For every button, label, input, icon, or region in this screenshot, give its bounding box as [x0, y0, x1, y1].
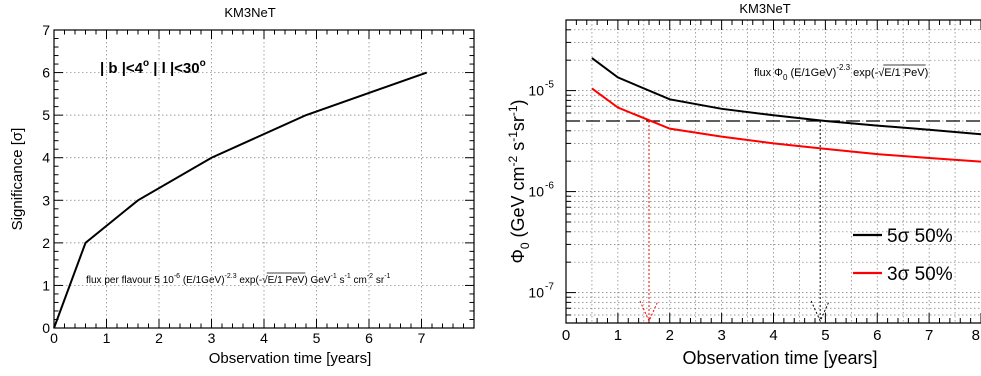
flux-d: ) GeV: [304, 275, 330, 286]
left-chart: 0 1 2 3 4 5 6 7 0 1 2 3 4 5 6 7 Observation time [years]…: [9, 5, 475, 367]
tick-base: 10: [528, 184, 544, 200]
legend-label: 5σ 50%: [887, 226, 953, 247]
right-y-tick-label: 10: [528, 184, 544, 200]
left-title: KM3NeT: [224, 5, 275, 20]
flux-b-sup: -2.3: [225, 273, 237, 280]
left-x-tick-label: 4: [260, 330, 268, 346]
degree-2: o: [200, 58, 206, 69]
right-title: KM3NeT: [739, 1, 790, 16]
right-x-tick-label: 3: [717, 327, 725, 344]
rflux-b-sup: -2.3: [836, 63, 850, 72]
flux-c: exp(-: [237, 275, 263, 286]
right-x-tick-label: 2: [666, 327, 674, 344]
ylabel-sup3: -1: [506, 105, 520, 116]
flux-a-sup: -6: [174, 273, 180, 280]
right-x-tick-label: 8: [972, 327, 980, 344]
rflux-b: (E/1GeV): [787, 67, 836, 79]
left-y-tick-label: 0: [42, 320, 50, 336]
right-y-axis-label: Φ0 (GeV cm-2 s-1sr-1): [506, 99, 532, 263]
ylabel-phi: Φ: [508, 249, 528, 263]
left-y-tick-label: 7: [42, 22, 50, 38]
flux-e: s: [337, 275, 345, 286]
crossing-arrow: [639, 300, 659, 323]
right-x-tick-label: 1: [614, 327, 622, 344]
degree-1: o: [143, 58, 149, 69]
left-x-tick-label: 3: [208, 330, 216, 346]
flux-g-sup: -1: [384, 273, 390, 280]
rflux-sqrt-radicand: E/1 PeV: [884, 67, 925, 79]
legend: 5σ 50% 3σ 50%: [853, 226, 953, 285]
tick-base: 10: [528, 83, 544, 99]
left-y-tick-label: 4: [42, 150, 50, 166]
right-frame: [565, 19, 981, 324]
rflux-c: exp(-: [850, 67, 878, 79]
left-x-tick-label: 0: [50, 330, 58, 346]
ylabel-rest: (GeV cm: [508, 166, 528, 242]
left-y-tick-label: 1: [42, 277, 50, 293]
left-frame: [53, 29, 475, 329]
ylabel-sub: 0: [518, 242, 532, 249]
left-y-tick-label: 5: [42, 107, 50, 123]
right-y-tick-exp: -7: [545, 282, 554, 293]
left-x-tick-label: 7: [418, 330, 426, 346]
left-x-axis-label: Observation time [years]: [209, 350, 372, 367]
cut-l: | l |<30: [149, 60, 200, 77]
left-x-tick-label: 1: [103, 330, 111, 346]
cuts-annotation: | b |<4o | l |<30o: [100, 58, 206, 77]
rflux-sqrt-sign: √: [878, 67, 885, 79]
flux-f: cm: [351, 275, 367, 286]
right-x-tick-label: 7: [925, 327, 933, 344]
ylabel-end: ): [508, 99, 528, 105]
ylabel-rest2: s: [508, 142, 528, 156]
crossing-arrow: [810, 300, 830, 323]
flux-b: (E/1GeV): [180, 275, 224, 286]
left-y-tick-label: 6: [42, 65, 50, 81]
right-x-tick-label: 0: [562, 327, 570, 344]
flux-a: flux per flavour 5 10: [86, 275, 174, 286]
ylabel-sup2: -1: [506, 131, 520, 142]
left-x-tick-label: 2: [155, 330, 163, 346]
rflux-d: ): [925, 67, 929, 79]
left-y-axis-label: Significance [σ]: [9, 128, 26, 231]
ylabel-sup1: -2: [506, 155, 520, 166]
ylabel-rest3: sr: [508, 116, 528, 131]
flux-g: sr: [373, 275, 385, 286]
rflux-a-sub: 0: [783, 73, 788, 82]
flux-d-sup: -1: [330, 273, 336, 280]
right-x-tick-label: 5: [821, 327, 829, 344]
left-x-tick-label: 5: [313, 330, 321, 346]
left-y-tick-label: 2: [42, 235, 50, 251]
left-y-tick-label: 3: [42, 192, 50, 208]
right-y-tick-label: 10: [528, 83, 544, 99]
flux-e-sup: -1: [345, 273, 351, 280]
legend-label: 3σ 50%: [887, 264, 953, 285]
right-x-tick-label: 4: [769, 327, 777, 344]
flux-annotation: flux per flavour 5 10-6 (E/1GeV)-2.3 exp…: [86, 273, 391, 286]
right-y-tick-label: 10: [528, 285, 544, 301]
left-series-line: [53, 71, 428, 329]
right-flux-annotation: flux Φ0 (E/1GeV)-2.3 exp(-√E/1 PeV): [754, 63, 928, 82]
left-x-tick-label: 6: [365, 330, 373, 346]
flux-sqrt-radicand: E/1 PeV: [268, 275, 305, 286]
cut-b: | b |<4: [100, 60, 144, 77]
tick-base: 10: [528, 285, 544, 301]
right-x-tick-label: 6: [873, 327, 881, 344]
rflux-a: flux Φ: [754, 67, 783, 79]
right-y-tick-exp: -6: [545, 181, 554, 192]
flux-f-sup: -2: [367, 273, 373, 280]
flux-sqrt-sign: √: [262, 274, 268, 286]
right-y-tick-exp: -5: [545, 80, 554, 91]
right-x-axis-label: Observation time [years]: [682, 348, 877, 368]
